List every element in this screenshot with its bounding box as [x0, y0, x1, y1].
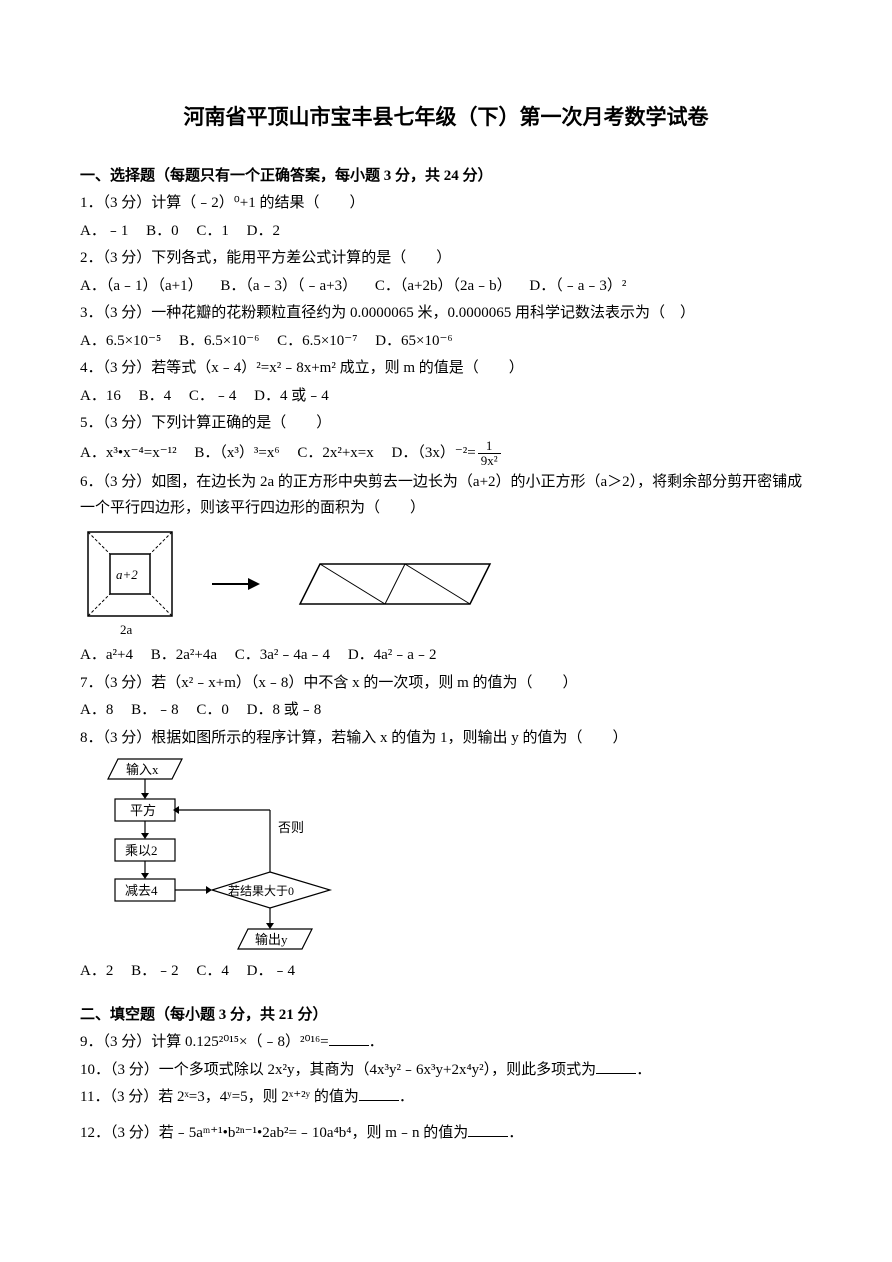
q1-options: A．﹣1 B．0 C．1 D．2 [80, 219, 812, 245]
q6-b: B．2a²+4a [151, 643, 217, 669]
q4-c: C．﹣4 [189, 384, 237, 410]
q8-c: C．4 [196, 959, 229, 985]
square-diagram-icon: a+2 2a [80, 529, 180, 639]
q5-d: D．（3x）⁻²=19x² [391, 439, 502, 469]
q3-b: B．6.5×10⁻⁶ [179, 329, 259, 355]
flowchart-diagram-icon: 输入x 平方 乘以2 减去4 若结果大于0 否则 输出y [100, 757, 390, 957]
q2-d: D．（﹣a﹣3）² [529, 274, 626, 300]
q8-flowchart: 输入x 平方 乘以2 减去4 若结果大于0 否则 输出y [100, 757, 812, 957]
q6-a: A．a²+4 [80, 643, 133, 669]
flow-s1: 平方 [130, 803, 156, 818]
q5-d-prefix: D．（3x）⁻²= [391, 445, 475, 461]
q4-options: A．16 B．4 C．﹣4 D．4 或﹣4 [80, 384, 812, 410]
flow-s3: 减去4 [125, 883, 158, 898]
q6-figure: a+2 2a [80, 529, 812, 639]
blank-icon [359, 1087, 399, 1101]
q2-c: C．（a+2b）（2a﹣b） [375, 274, 512, 300]
q4-d: D．4 或﹣4 [254, 384, 329, 410]
blank-icon [468, 1123, 508, 1137]
exam-title: 河南省平顶山市宝丰县七年级（下）第一次月考数学试卷 [80, 100, 812, 136]
q12-text: 12．（3 分）若﹣5aᵐ⁺¹•b²ⁿ⁻¹•2ab²=﹣10a⁴b⁴，则 m﹣n… [80, 1125, 468, 1141]
period: ． [399, 1089, 414, 1105]
q1-a: A．﹣1 [80, 219, 128, 245]
flow-input: 输入x [126, 762, 159, 777]
period: ． [636, 1062, 651, 1078]
q7-a: A．8 [80, 698, 113, 724]
q1-b: B．0 [146, 219, 179, 245]
label-2a: 2a [120, 622, 133, 637]
parallelogram-diagram-icon [290, 554, 500, 614]
q7-options: A．8 B．﹣8 C．0 D．8 或﹣8 [80, 698, 812, 724]
section2-header: 二、填空题（每小题 3 分，共 21 分） [80, 1003, 812, 1029]
q3-a: A．6.5×10⁻⁵ [80, 329, 161, 355]
q4-b: B．4 [139, 384, 172, 410]
q8-d: D．﹣4 [247, 959, 295, 985]
q7-b: B．﹣8 [131, 698, 179, 724]
q9-text: 9．（3 分）计算 0.125²⁰¹⁵×（﹣8）²⁰¹⁶= [80, 1034, 329, 1050]
q8-text: 8．（3 分）根据如图所示的程序计算，若输入 x 的值为 1，则输出 y 的值为… [80, 726, 812, 752]
q3-options: A．6.5×10⁻⁵ B．6.5×10⁻⁶ C．6.5×10⁻⁷ D．65×10… [80, 329, 812, 355]
q10-text: 10．（3 分）一个多项式除以 2x²y，其商为（4x³y²﹣6x³y+2x⁴y… [80, 1062, 596, 1078]
q6-options: A．a²+4 B．2a²+4a C．3a²﹣4a﹣4 D．4a²﹣a﹣2 [80, 643, 812, 669]
q5-options: A．x³•x⁻⁴=x⁻¹² B．（x³）³=x⁶ C．2x²+x=x D．（3x… [80, 439, 812, 469]
q5-c: C．2x²+x=x [297, 441, 373, 467]
q2-text: 2．（3 分）下列各式，能用平方差公式计算的是（ ） [80, 246, 812, 272]
q7-c: C．0 [196, 698, 229, 724]
q7-d: D．8 或﹣8 [247, 698, 322, 724]
label-a-plus-2: a+2 [116, 567, 138, 582]
q1-d: D．2 [247, 219, 280, 245]
flow-cond: 若结果大于0 [228, 884, 294, 898]
q6-d: D．4a²﹣a﹣2 [348, 643, 437, 669]
q1-c: C．1 [196, 219, 229, 245]
flow-else: 否则 [278, 820, 304, 835]
q7-text: 7．（3 分）若（x²﹣x+m）（x﹣8）中不含 x 的一次项，则 m 的值为（… [80, 671, 812, 697]
q8-b: B．﹣2 [131, 959, 179, 985]
flow-out: 输出y [255, 932, 288, 947]
q6-c: C．3a²﹣4a﹣4 [235, 643, 330, 669]
q8-a: A．2 [80, 959, 113, 985]
q4-text: 4．（3 分）若等式（x﹣4）²=x²﹣8x+m² 成立，则 m 的值是（ ） [80, 356, 812, 382]
q5-b: B．（x³）³=x⁶ [194, 441, 279, 467]
section1-header: 一、选择题（每题只有一个正确答案，每小题 3 分，共 24 分） [80, 164, 812, 190]
q3-text: 3．（3 分）一种花瓣的花粉颗粒直径约为 0.0000065 米，0.00000… [80, 301, 812, 327]
q2-b: B．（a﹣3）（﹣a+3） [220, 274, 357, 300]
blank-icon [329, 1032, 369, 1046]
q5-text: 5．（3 分）下列计算正确的是（ ） [80, 411, 812, 437]
q11: 11．（3 分）若 2ˣ=3，4ʸ=5，则 2ˣ⁺²ʸ 的值为 ． [80, 1085, 812, 1111]
q6-text: 6．（3 分）如图，在边长为 2a 的正方形中央剪去一边长为（a+2）的小正方形… [80, 470, 812, 521]
fraction-icon: 19x² [478, 439, 501, 469]
q1-text: 1．（3 分）计算（﹣2）⁰+1 的结果（ ） [80, 191, 812, 217]
blank-icon [596, 1060, 636, 1074]
q12: 12．（3 分）若﹣5aᵐ⁺¹•b²ⁿ⁻¹•2ab²=﹣10a⁴b⁴，则 m﹣n… [80, 1121, 812, 1147]
q3-d: D．65×10⁻⁶ [375, 329, 452, 355]
period: ． [508, 1125, 523, 1141]
q9: 9．（3 分）计算 0.125²⁰¹⁵×（﹣8）²⁰¹⁶= ． [80, 1030, 812, 1056]
q2-a: A．（a﹣1）（a+1） [80, 274, 203, 300]
q8-options: A．2 B．﹣2 C．4 D．﹣4 [80, 959, 812, 985]
q4-a: A．16 [80, 384, 121, 410]
period: ． [369, 1034, 384, 1050]
q2-options: A．（a﹣1）（a+1） B．（a﹣3）（﹣a+3） C．（a+2b）（2a﹣b… [80, 274, 812, 300]
q11-text: 11．（3 分）若 2ˣ=3，4ʸ=5，则 2ˣ⁺²ʸ 的值为 [80, 1089, 359, 1105]
q10: 10．（3 分）一个多项式除以 2x²y，其商为（4x³y²﹣6x³y+2x⁴y… [80, 1058, 812, 1084]
arrow-icon [210, 574, 260, 594]
q5-a: A．x³•x⁻⁴=x⁻¹² [80, 441, 177, 467]
flow-s2: 乘以2 [125, 843, 158, 858]
q3-c: C．6.5×10⁻⁷ [277, 329, 357, 355]
